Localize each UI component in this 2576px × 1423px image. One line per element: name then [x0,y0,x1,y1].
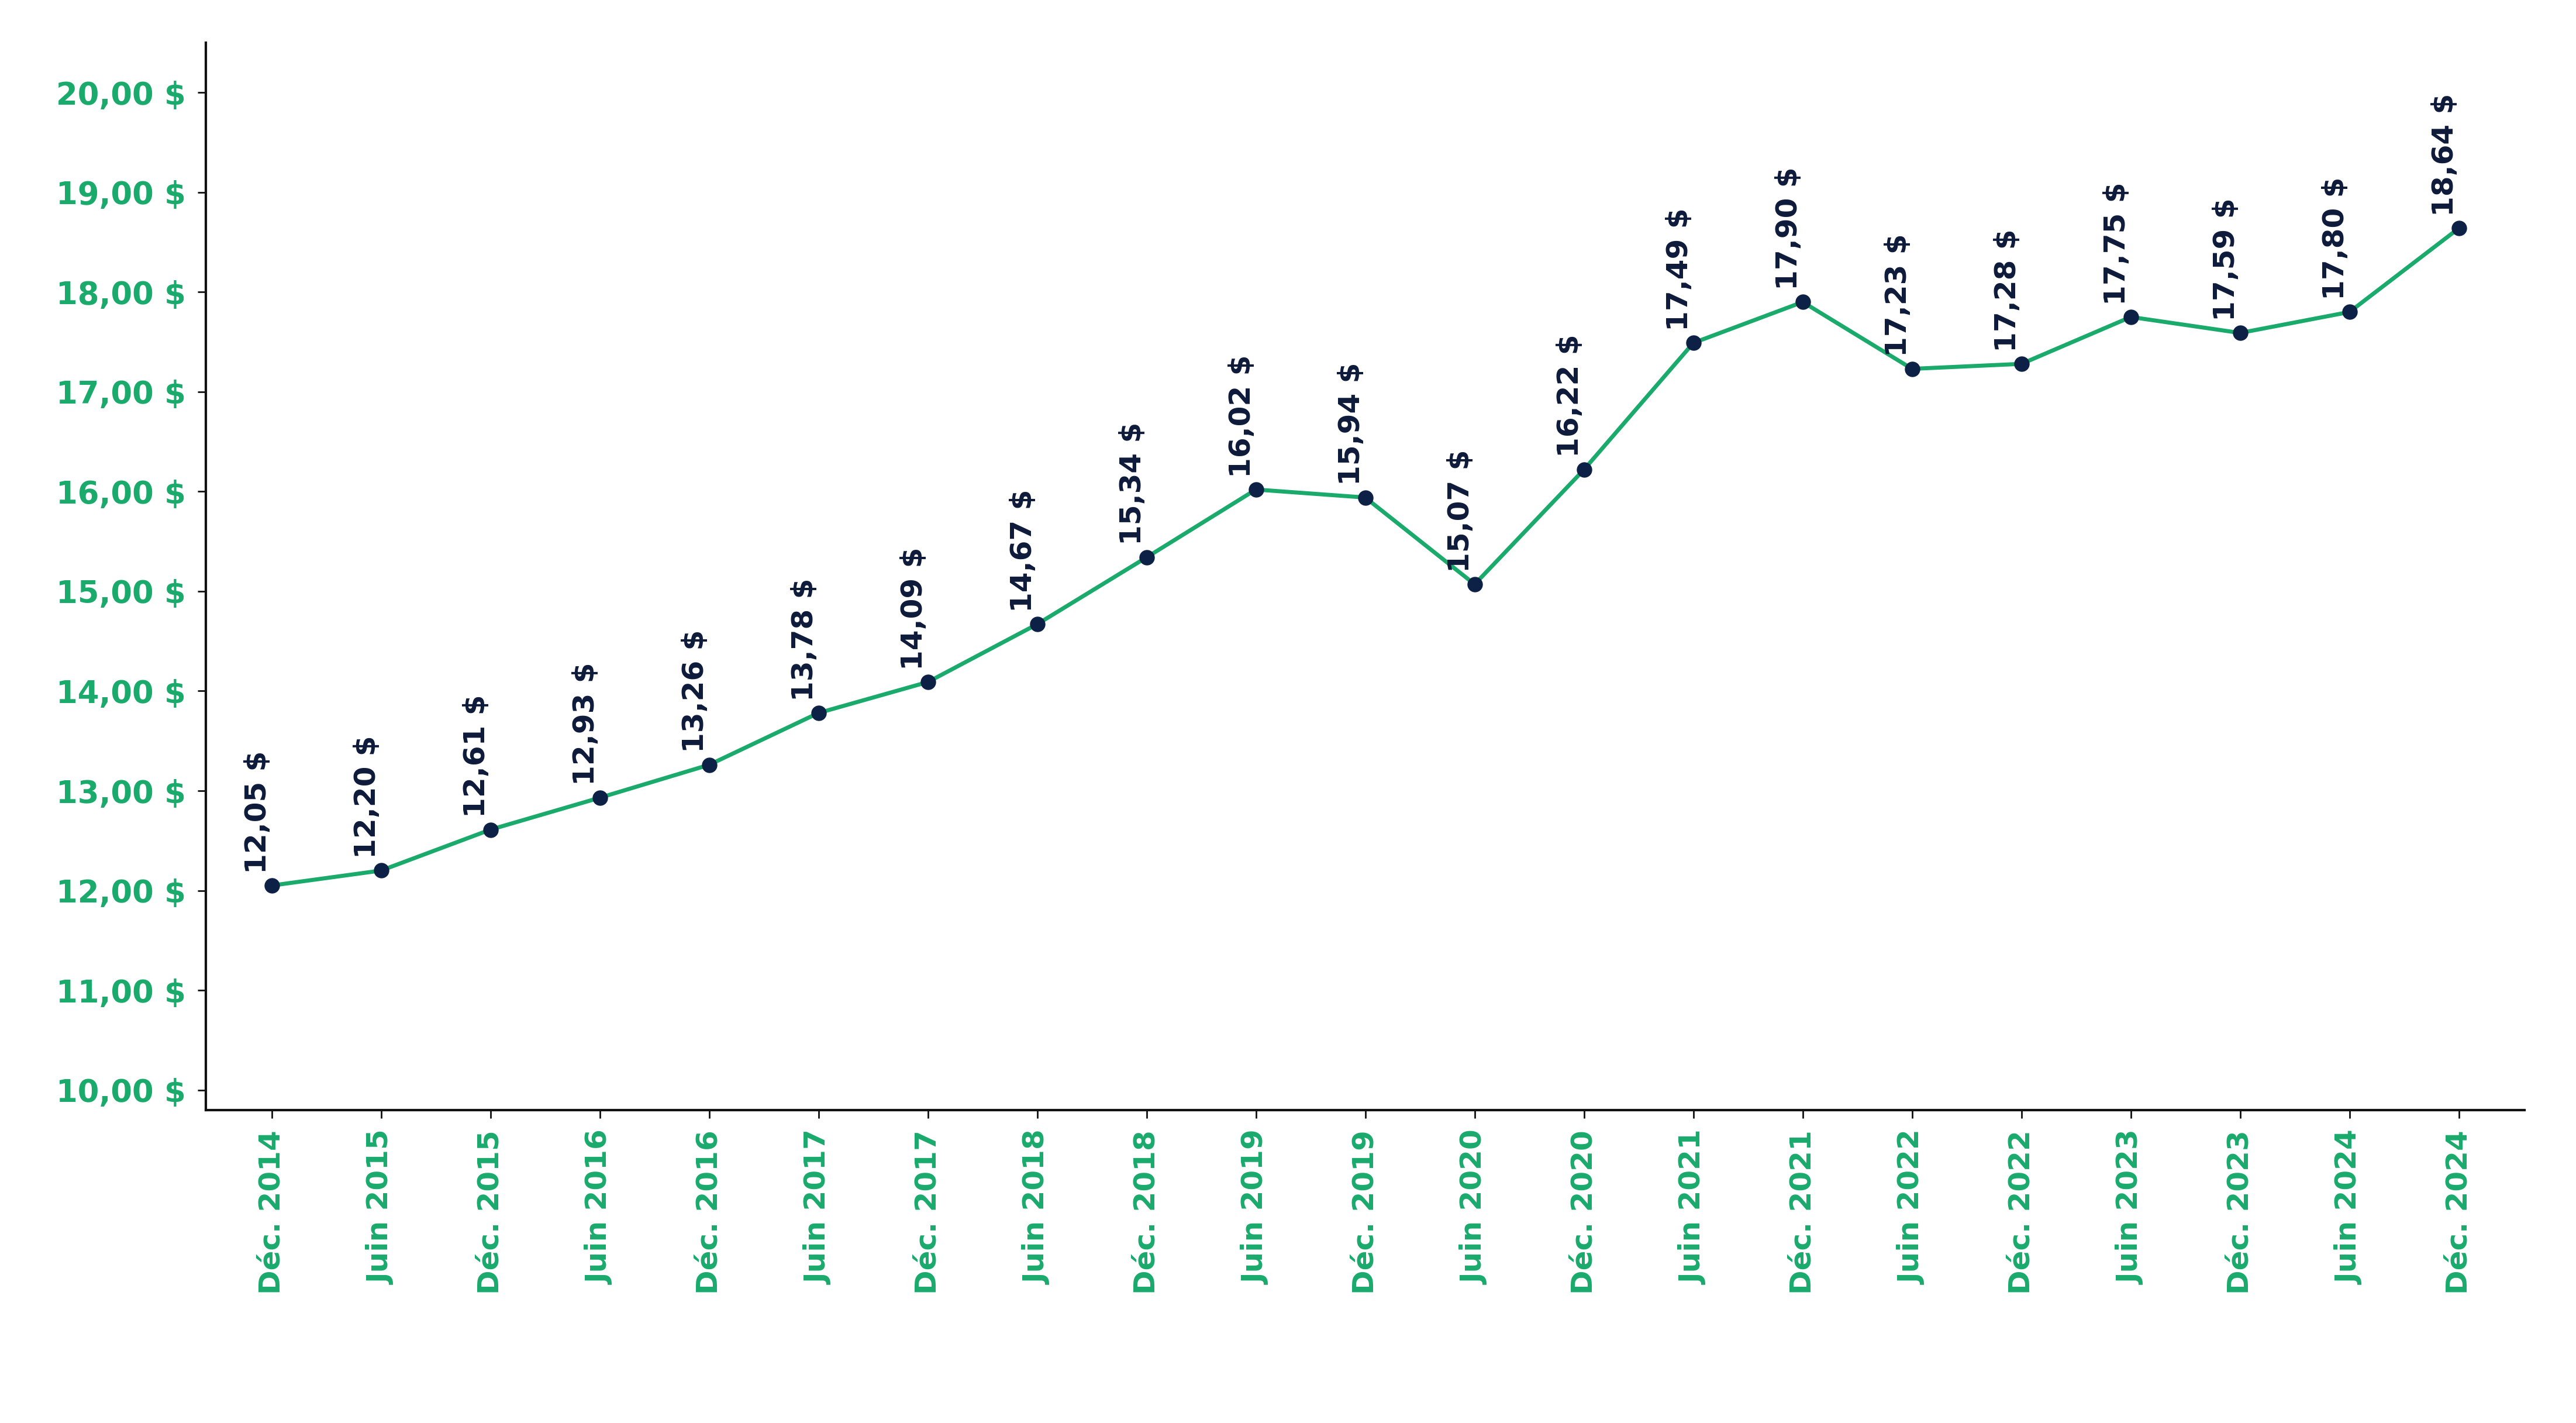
Point [1672,332,1713,354]
Text: 17,28 $: 17,28 $ [1994,229,2022,351]
Point [2002,353,2043,376]
Text: 12,05 $: 12,05 $ [245,750,270,874]
Text: 16,22 $: 16,22 $ [1556,334,1584,458]
Text: 14,09 $: 14,09 $ [899,546,927,670]
Point [799,702,840,724]
Point [2329,300,2370,323]
Point [1126,546,1167,569]
Point [1453,573,1494,596]
Point [1564,458,1605,481]
Point [469,818,510,841]
Point [2110,306,2151,329]
Text: 15,94 $: 15,94 $ [1337,363,1365,485]
Text: 16,02 $: 16,02 $ [1229,354,1257,478]
Point [580,787,621,810]
Point [2439,216,2481,239]
Point [1891,357,1932,380]
Text: 14,67 $: 14,67 $ [1010,490,1038,612]
Text: 15,07 $: 15,07 $ [1448,450,1473,572]
Text: 17,75 $: 17,75 $ [2102,182,2130,305]
Point [250,874,291,896]
Point [361,859,402,882]
Text: 12,20 $: 12,20 $ [353,736,381,858]
Text: 12,93 $: 12,93 $ [572,663,600,785]
Text: 17,59 $: 17,59 $ [2213,198,2241,322]
Text: 17,49 $: 17,49 $ [1664,208,1692,332]
Text: 17,80 $: 17,80 $ [2321,176,2349,300]
Point [1783,290,1824,313]
Point [688,753,729,776]
Point [1018,613,1059,636]
Text: 17,23 $: 17,23 $ [1883,233,1911,357]
Text: 17,90 $: 17,90 $ [1775,166,1803,290]
Text: 12,61 $: 12,61 $ [461,694,489,818]
Text: 15,34 $: 15,34 $ [1118,423,1146,545]
Point [907,670,948,693]
Point [1236,478,1278,501]
Point [2221,322,2262,344]
Text: 13,78 $: 13,78 $ [791,578,819,702]
Point [1345,487,1386,509]
Text: 18,64 $: 18,64 $ [2432,94,2460,216]
Text: 13,26 $: 13,26 $ [680,630,708,753]
